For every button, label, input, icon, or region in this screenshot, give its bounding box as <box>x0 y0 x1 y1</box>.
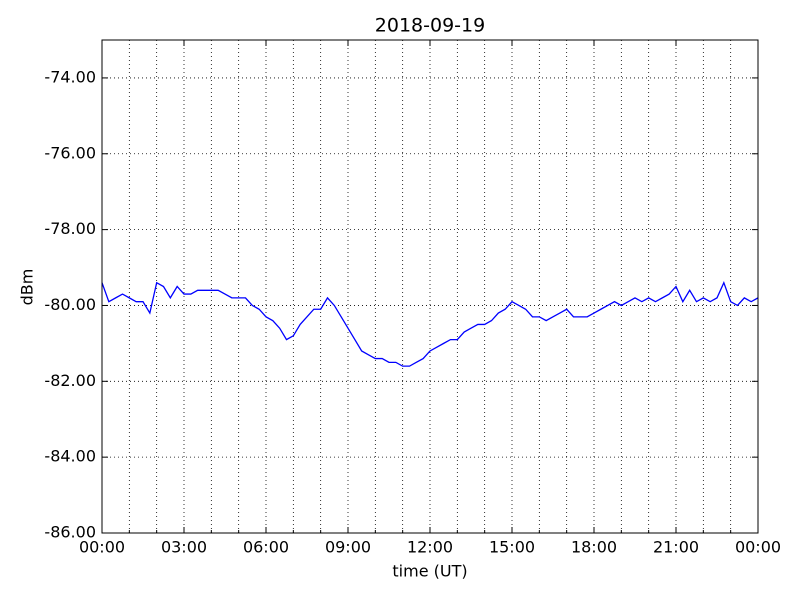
data-line <box>101 280 759 367</box>
x-tick-label: 06:00 <box>243 538 289 557</box>
x-tick-label: 00:00 <box>735 538 781 557</box>
y-tick-label: -76.00 <box>44 143 96 162</box>
plot-frame <box>101 39 759 534</box>
x-axis-label: time (UT) <box>392 562 467 581</box>
y-axis-label: dBm <box>18 269 37 306</box>
y-tick-label: -74.00 <box>44 67 96 86</box>
chart-title: 2018-09-19 <box>375 15 485 37</box>
x-tick-label: 21:00 <box>653 538 699 557</box>
x-tick-label: 00:00 <box>79 538 125 557</box>
y-tick-label: -84.00 <box>44 447 96 466</box>
y-tick-label: -82.00 <box>44 371 96 390</box>
y-tick-label: -80.00 <box>44 295 96 314</box>
x-tick-label: 09:00 <box>325 538 371 557</box>
x-tick-label: 18:00 <box>571 538 617 557</box>
x-tick-label: 12:00 <box>407 538 453 557</box>
y-tick-label: -78.00 <box>44 219 96 238</box>
x-tick-label: 03:00 <box>161 538 207 557</box>
x-tick-label: 15:00 <box>489 538 535 557</box>
y-tick-label: -86.00 <box>44 523 96 542</box>
